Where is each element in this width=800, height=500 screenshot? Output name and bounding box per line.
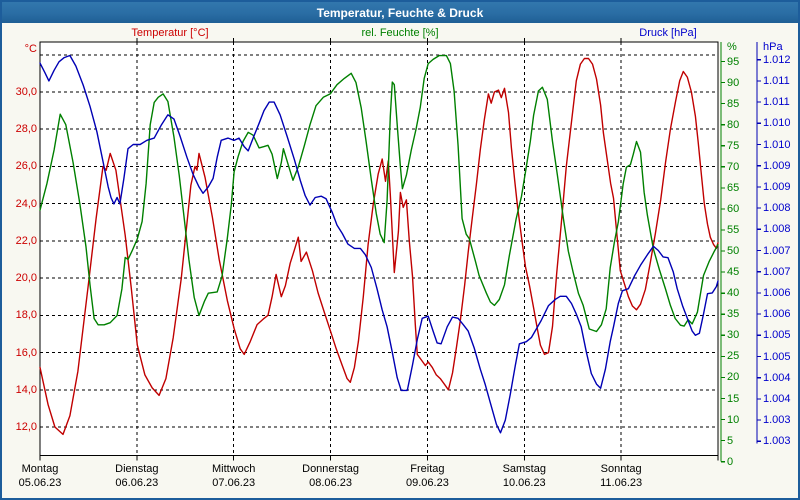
y-tick-pressure: 1.012 [763,53,791,66]
day-name: Donnerstag [302,463,359,475]
temperature-axis-unit: °C [24,43,37,55]
y-tick-pressure: 1.005 [763,350,791,363]
x-axis-day-label: Freitag 09.06.23 [382,462,472,490]
title-bar: Temperatur, Feuchte & Druck [2,2,798,23]
y-tick-temperature: 20,0 [15,272,37,285]
y-tick-temperature: 24,0 [15,197,37,210]
day-name: Sonntag [600,463,642,475]
day-date: 05.06.23 [18,477,62,489]
y-tick-humidity: 75 [727,139,740,152]
y-tick-pressure: 1.011 [763,74,790,87]
y-tick-pressure: 1.003 [763,435,791,448]
y-tick-pressure: 1.006 [763,308,791,321]
y-tick-pressure: 1.004 [763,371,791,384]
legend-pressure: Druck [hPa] [639,27,697,39]
y-tick-temperature: 30,0 [15,86,37,98]
y-tick-temperature: 18,0 [15,309,37,322]
y-tick-humidity: 15 [727,392,740,405]
x-axis-day-label: Dienstag 06.06.23 [92,462,182,490]
y-tick-pressure: 1.009 [763,159,791,172]
y-tick-humidity: 5 [727,434,734,447]
day-date: 11.06.23 [600,477,643,489]
y-tick-humidity: 35 [727,308,740,321]
y-tick-humidity: 70 [727,160,740,173]
day-date: 10.06.23 [502,477,546,489]
y-tick-humidity: 20 [727,371,740,384]
y-tick-pressure: 1.009 [763,180,791,193]
y-tick-humidity: 95 [727,55,740,68]
y-tick-pressure: 1.006 [763,286,791,299]
x-axis-day-label: Mittwoch 07.06.23 [189,462,279,490]
pressure-line [39,54,719,434]
y-tick-humidity: 90 [727,76,740,89]
window-title: Temperatur, Feuchte & Druck [316,5,484,20]
day-date: 08.06.23 [309,477,352,489]
humidity-line [39,54,719,333]
legend-humidity: rel. Feuchte [%] [361,27,439,39]
day-name: Samstag [502,463,546,475]
y-tick-temperature: 12,0 [15,421,37,433]
y-tick-pressure: 1.007 [763,244,791,257]
x-axis-day-label: Samstag 10.06.23 [479,462,569,490]
y-tick-humidity: 10 [727,413,740,426]
y-tick-humidity: 65 [727,181,740,194]
pressure-axis-unit: hPa [763,41,783,53]
y-tick-pressure: 1.011 [763,96,790,109]
x-axis-day-label: Donnerstag 08.06.23 [286,462,376,490]
y-tick-temperature: 26,0 [15,160,37,173]
y-tick-humidity: 45 [727,266,740,279]
y-tick-pressure: 1.003 [763,414,791,427]
y-tick-temperature: 22,0 [15,234,37,247]
y-tick-humidity: 85 [727,97,740,110]
y-tick-humidity: 55 [727,224,740,236]
y-tick-humidity: 25 [727,350,740,363]
y-tick-humidity: 0 [727,455,734,468]
y-tick-pressure: 1.010 [763,117,791,130]
x-axis-day-label: Sonntag 11.06.23 [576,462,666,490]
y-tick-temperature: 14,0 [15,383,37,396]
y-tick-temperature: 16,0 [15,346,37,359]
y-tick-pressure: 1.005 [763,329,791,342]
legend-temperature: Temperatur [°C] [131,27,209,39]
day-name: Mittwoch [212,463,256,475]
y-tick-humidity: 50 [727,245,740,258]
y-tick-humidity: 30 [727,329,740,342]
y-tick-pressure: 1.007 [763,265,791,278]
day-name: Montag [21,463,59,475]
temperature-line [39,57,719,436]
humidity-axis-unit: % [727,41,737,53]
day-date: 07.06.23 [212,477,256,489]
y-tick-humidity: 80 [727,118,740,131]
y-tick-humidity: 60 [727,202,740,215]
day-name: Freitag [410,463,445,475]
y-tick-pressure: 1.008 [763,202,791,215]
y-tick-temperature: 28,0 [15,123,37,136]
x-axis-day-label: Montag 05.06.23 [0,462,85,490]
day-date: 06.06.23 [115,477,159,489]
day-name: Dienstag [115,463,159,475]
y-tick-pressure: 1.010 [763,138,791,151]
y-tick-pressure: 1.008 [763,223,791,236]
day-date: 09.06.23 [406,477,449,489]
y-tick-humidity: 40 [727,287,740,300]
y-tick-pressure: 1.004 [763,392,791,405]
